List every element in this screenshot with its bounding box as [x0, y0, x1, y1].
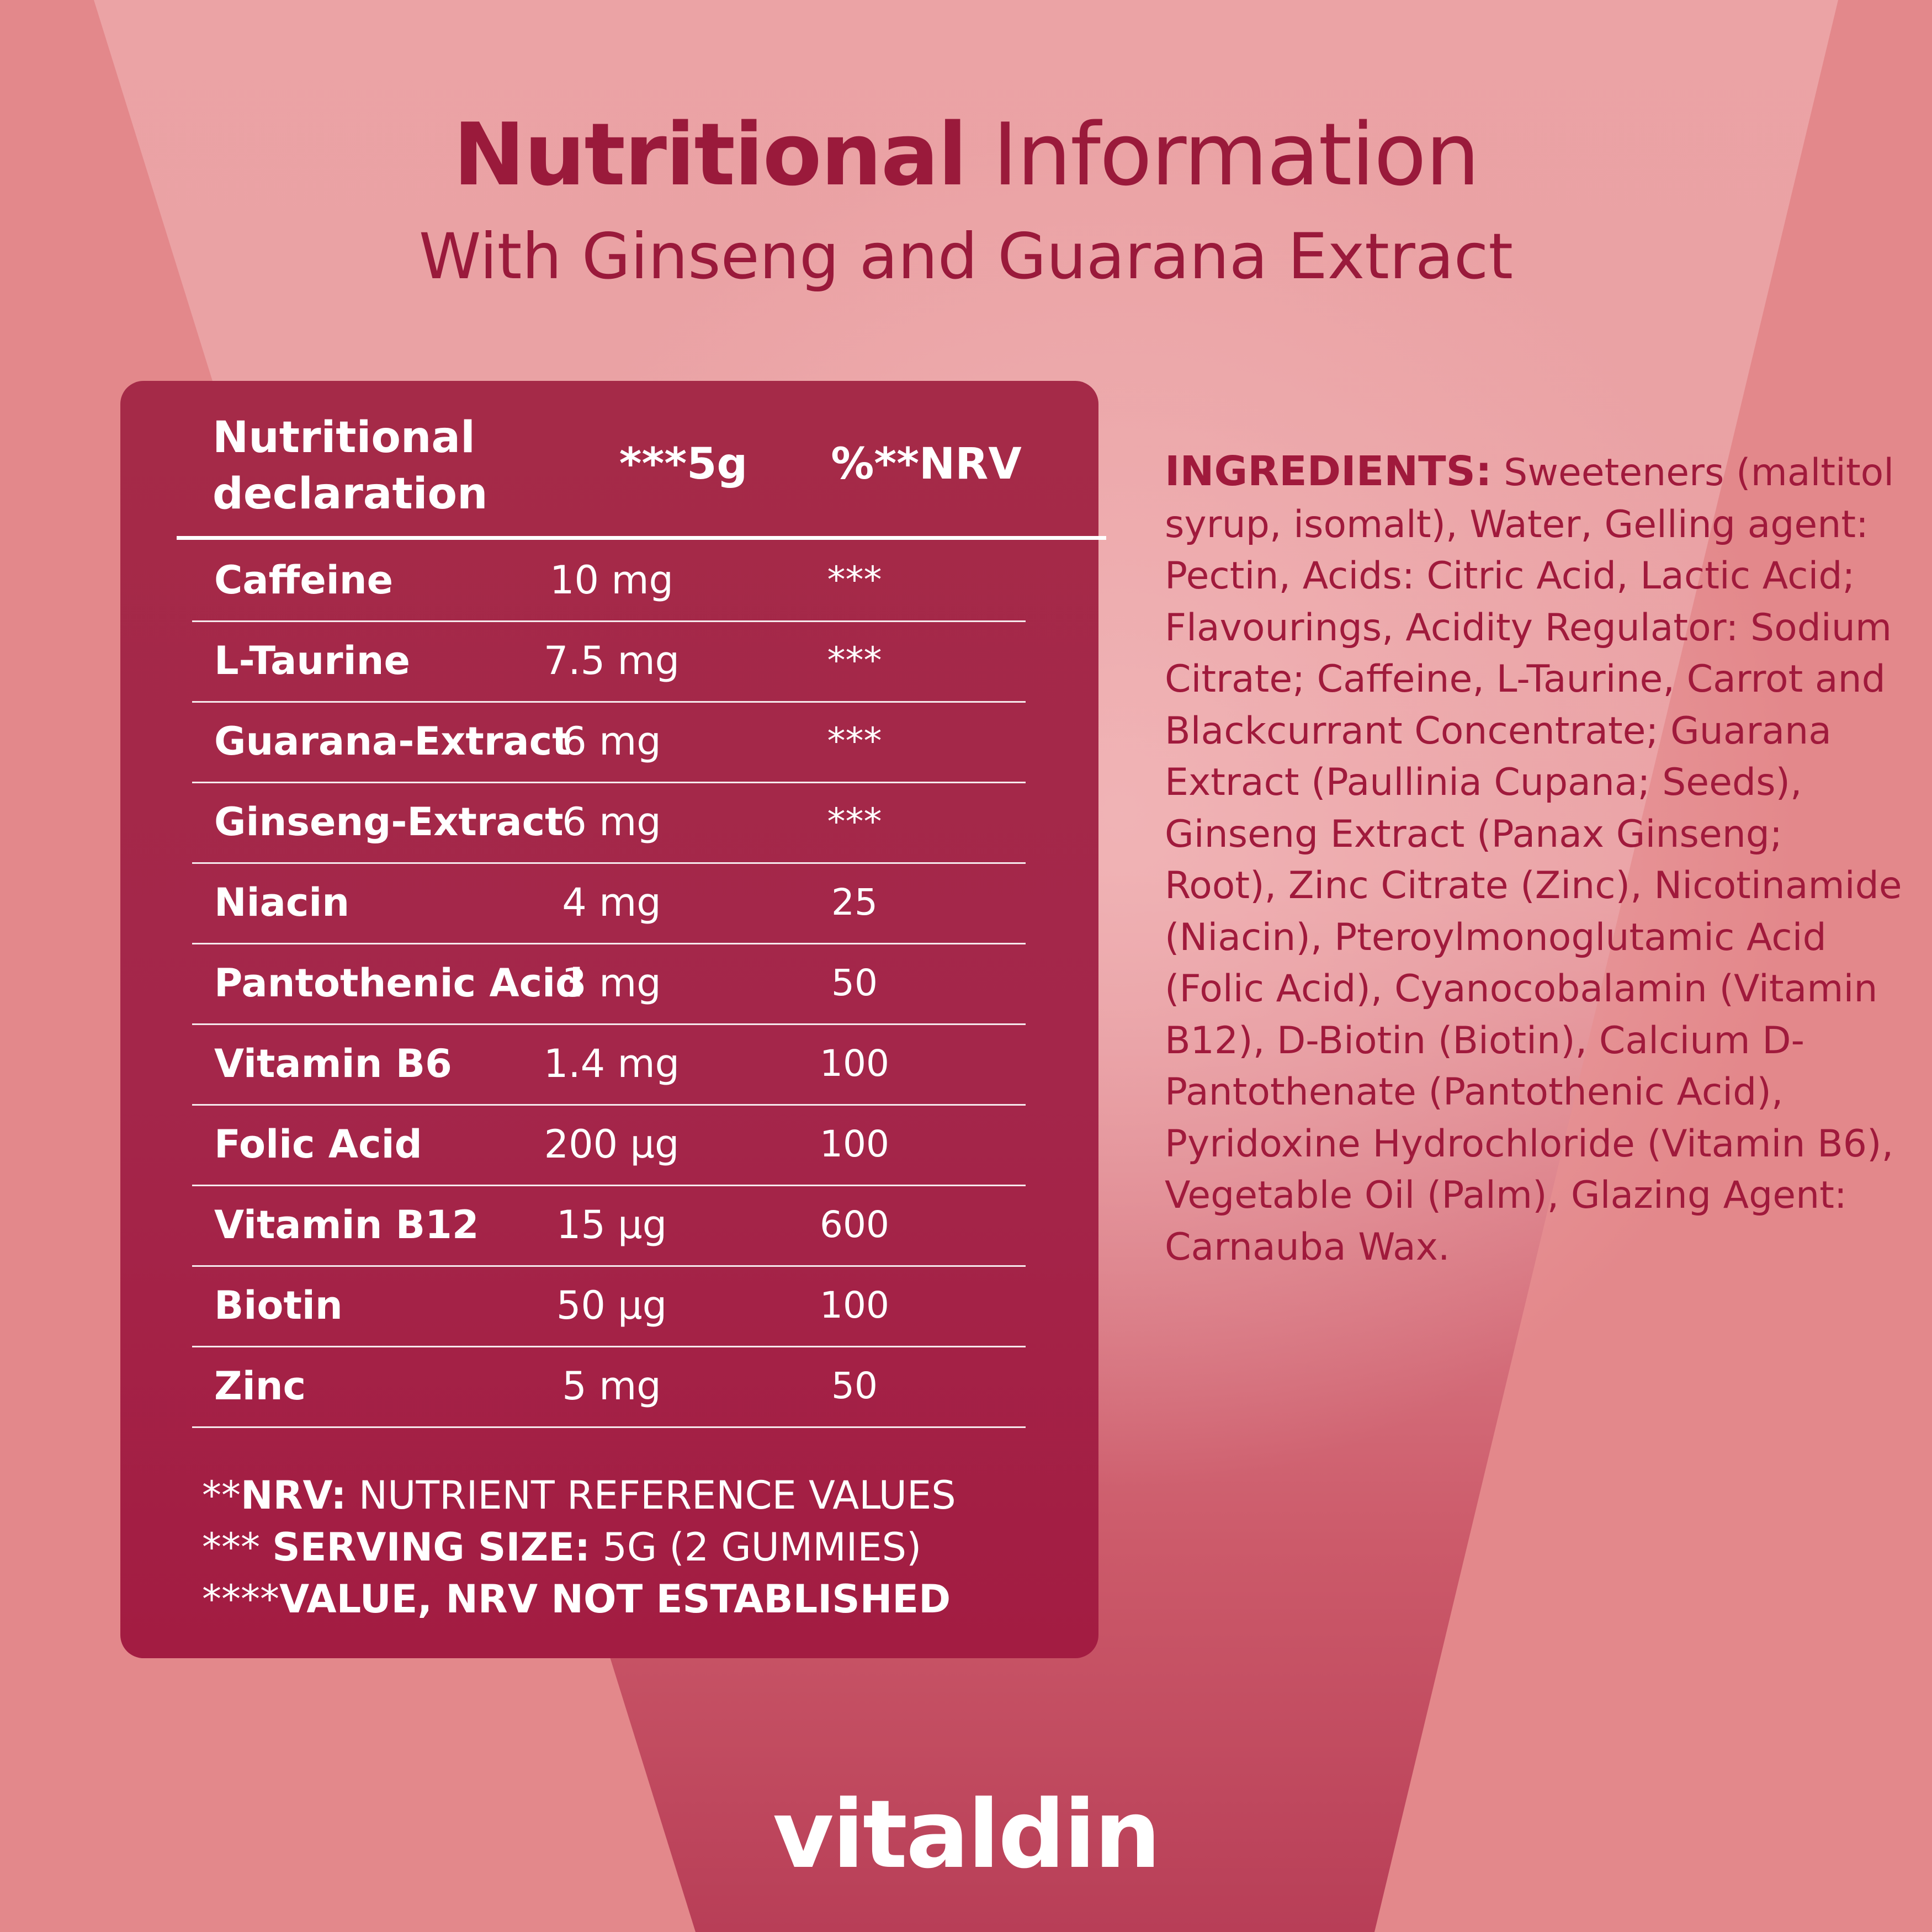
title-light: Information	[992, 104, 1480, 205]
nutrient-name: Vitamin B6	[214, 1041, 452, 1086]
footnote: *** SERVING SIZE: 5G (2 GUMMIES)	[202, 1521, 1085, 1573]
nutrient-nrv: ***	[827, 639, 882, 682]
header-divider	[177, 536, 1106, 540]
nutrient-name: Zinc	[214, 1363, 306, 1409]
column-header-name: Nutritional declaration	[213, 413, 488, 519]
title-bold: Nutritional	[453, 104, 968, 205]
nutrient-nrv: 100	[820, 1042, 889, 1085]
table-row: L-Taurine 7.5 mg ***	[192, 620, 1026, 703]
table-row: Vitamin B6 1.4 mg 100	[192, 1023, 1026, 1106]
footnote-text: 5G (2 GUMMIES)	[590, 1525, 922, 1570]
table-row: Biotin 50 µg 100	[192, 1265, 1026, 1347]
nutrient-name: Niacin	[214, 880, 350, 925]
nutrient-amount: 5 mg	[562, 1363, 661, 1409]
nutrient-name: Folic Acid	[214, 1122, 422, 1167]
page-title: Nutritional Information	[0, 105, 1932, 204]
nutrient-name: Caffeine	[214, 558, 394, 603]
nutrient-amount: 3 mg	[562, 960, 661, 1006]
footnote: **NRV: NUTRIENT REFERENCE VALUES	[202, 1469, 1085, 1521]
nutrient-amount: 15 µg	[556, 1202, 667, 1248]
footnote-text: NUTRIENT REFERENCE VALUES	[346, 1473, 956, 1518]
table-row: Vitamin B12 15 µg 600	[192, 1185, 1026, 1267]
ingredients-label: INGREDIENTS:	[1165, 448, 1492, 495]
nutrient-nrv: 100	[820, 1284, 889, 1326]
ingredients-block: INGREDIENTS: Sweeteners (maltitol syrup,…	[1165, 446, 1904, 1273]
nutrient-nrv: 600	[820, 1203, 889, 1246]
footnote-prefix: **	[202, 1473, 241, 1518]
nutrient-name: Vitamin B12	[214, 1202, 479, 1248]
nutrient-name: L-Taurine	[214, 638, 410, 683]
footnote-prefix: ****	[202, 1577, 279, 1622]
footnote-label: NRV:	[241, 1473, 347, 1518]
ingredients-text: Sweeteners (maltitol syrup, isomalt), Wa…	[1165, 451, 1902, 1269]
nutrient-amount: 6 mg	[562, 719, 661, 764]
table-row: Pantothenic Acid 3 mg 50	[192, 943, 1026, 1025]
nutrient-name: Guarana-Extract	[214, 719, 571, 764]
nutrient-nrv: 50	[831, 1365, 878, 1407]
nutrient-name: Biotin	[214, 1283, 343, 1328]
nutrient-name: Ginseng-Extract	[214, 799, 564, 845]
nutrient-amount: 4 mg	[562, 880, 661, 925]
column-header-amount: ***5g	[619, 439, 748, 489]
nutrient-amount: 200 µg	[544, 1122, 680, 1167]
nutrient-nrv: 100	[820, 1123, 889, 1165]
nutrient-nrv: ***	[827, 559, 882, 601]
nutrient-amount: 7.5 mg	[543, 638, 680, 683]
footnote-label: VALUE, NRV NOT ESTABLISHED	[279, 1577, 951, 1622]
nutrient-nrv: ***	[827, 800, 882, 843]
table-row: Niacin 4 mg 25	[192, 862, 1026, 944]
table-row: Caffeine 10 mg ***	[192, 540, 1026, 622]
nutrient-nrv: 25	[831, 881, 878, 923]
table-row: Ginseng-Extract 6 mg ***	[192, 782, 1026, 864]
nutrient-nrv: 50	[831, 962, 878, 1004]
nutrient-amount: 10 mg	[550, 558, 673, 603]
table-row: Folic Acid 200 µg 100	[192, 1104, 1026, 1186]
footnote-prefix: ***	[202, 1525, 273, 1570]
footnote-label: SERVING SIZE:	[272, 1525, 591, 1570]
nutrition-table-card: Nutritional declaration ***5g %**NRV Caf…	[120, 381, 1106, 1658]
nutrient-amount: 50 µg	[556, 1283, 667, 1328]
page-subtitle: With Ginseng and Guarana Extract	[418, 220, 1514, 293]
nutrient-name: Pantothenic Acid	[214, 960, 583, 1006]
footnote: ****VALUE, NRV NOT ESTABLISHED	[202, 1573, 1085, 1625]
nutrient-amount: 6 mg	[562, 799, 661, 845]
table-row: Guarana-Extract 6 mg ***	[192, 701, 1026, 783]
table-row: Zinc 5 mg 50	[192, 1346, 1026, 1428]
column-header-nrv: %**NRV	[831, 439, 1022, 489]
nutrient-amount: 1.4 mg	[543, 1041, 680, 1086]
brand-logo: vitaldin	[772, 1780, 1161, 1889]
nutrient-nrv: ***	[827, 720, 882, 762]
